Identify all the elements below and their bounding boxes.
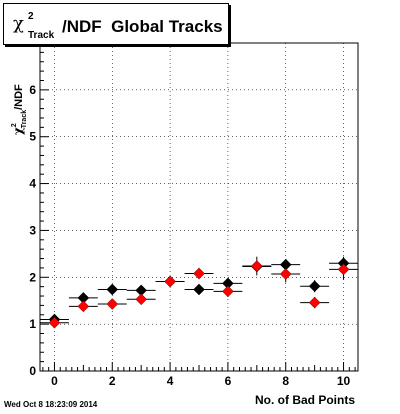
x-axis-label: No. of Bad Points (255, 393, 355, 407)
data-point-marker (250, 260, 263, 272)
x-tick-label: 10 (337, 374, 351, 388)
data-point-marker (308, 296, 321, 309)
title-subscript: Track (28, 30, 55, 41)
y-label-chi-symbol: χ (11, 127, 25, 135)
data-point-marker (106, 298, 119, 310)
data-point-marker (77, 300, 90, 313)
axes: 024681001234567 (29, 36, 356, 388)
y-tick-label: 3 (29, 223, 36, 237)
y-tick-label: 6 (29, 83, 36, 97)
x-tick-label: 0 (51, 374, 58, 388)
data-point-marker (279, 268, 292, 280)
y-tick-label: 1 (29, 317, 36, 331)
y-label-rest: /NDF (13, 84, 25, 110)
data-series-1 (40, 256, 358, 329)
data-point-marker (164, 275, 176, 288)
data-point-marker (308, 280, 321, 293)
data-point-marker (193, 283, 205, 296)
y-tick-label: 2 (29, 270, 36, 284)
y-tick-label: 5 (29, 130, 36, 144)
data-point-marker (193, 267, 205, 280)
y-axis-label: χ2 Track/NDF (11, 84, 28, 135)
title-superscript: 2 (28, 11, 34, 22)
x-tick-label: 4 (167, 374, 174, 388)
y-label-subscript: Track (21, 110, 28, 128)
x-tick-label: 8 (282, 374, 289, 388)
x-tick-label: 2 (109, 374, 116, 388)
chart-title-box: χ 2 Track /NDF Global Tracks (3, 3, 229, 45)
y-label-superscript: 2 (11, 123, 18, 127)
data-point-marker (222, 285, 234, 298)
chart-title-text: /NDF Global Tracks (62, 17, 223, 36)
plot-frame (39, 42, 359, 372)
data-point-marker (106, 283, 119, 296)
data-point-marker (135, 293, 148, 306)
data-point-marker (48, 316, 61, 329)
x-tick-label: 6 (225, 374, 232, 388)
footer-timestamp: Wed Oct 8 18:23:09 2014 (4, 400, 98, 409)
title-chi-symbol: χ (13, 12, 24, 34)
series-layer (40, 256, 358, 329)
y-tick-label: 0 (29, 364, 36, 378)
y-tick-label: 4 (29, 177, 36, 191)
data-point-marker (337, 263, 350, 276)
